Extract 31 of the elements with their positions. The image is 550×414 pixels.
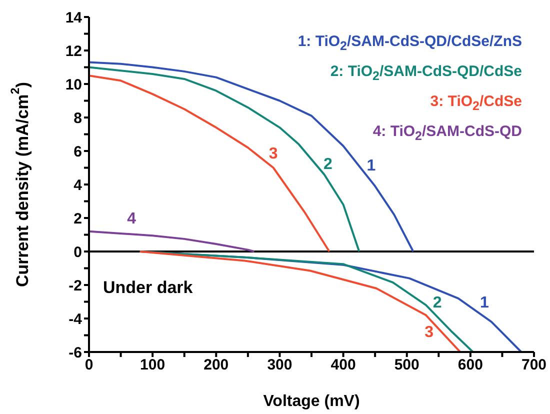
- y-tick-label: -2: [68, 277, 82, 294]
- annotation: 4: [127, 210, 136, 228]
- annotation: 2: [323, 156, 332, 173]
- text: 4: TiO$_{2}$/SAM-CdS-QD: [372, 122, 522, 145]
- y-tick-label: 4: [74, 176, 83, 194]
- x-tick-label: 100: [140, 356, 166, 374]
- x-axis-title: Voltage (mV): [263, 393, 360, 410]
- x-tick-label: 200: [204, 356, 229, 374]
- annotation: Under dark: [103, 278, 193, 298]
- y-tick-label: 14: [65, 9, 83, 26]
- x-tick-label: 700: [521, 356, 547, 374]
- y-tick-label: 0: [74, 244, 82, 261]
- x-tick-label: 300: [267, 356, 292, 374]
- y-tick-label: 8: [74, 110, 82, 127]
- annotation: 3: [424, 324, 434, 341]
- text: 3: TiO$_{2}$/CdSe: [429, 92, 522, 115]
- x-tick-label: 500: [394, 356, 420, 374]
- annotation: 2: [432, 294, 442, 312]
- x-tick-label: 600: [458, 356, 483, 374]
- y-tick-label: 10: [65, 76, 82, 94]
- y-tick-label: 6: [74, 143, 82, 160]
- y-tick-label: -6: [68, 344, 82, 362]
- y-tick-label: 2: [74, 210, 82, 228]
- text: 1: TiO$_{2}$/SAM-CdS-QD/CdSe/ZnS: [298, 32, 522, 55]
- annotation: 1: [480, 294, 489, 312]
- x-tick-label: 400: [330, 356, 356, 374]
- annotation: 3: [268, 145, 278, 162]
- annotation: 1: [366, 158, 376, 175]
- y-tick-label: -4: [68, 310, 83, 328]
- text: 2: TiO$_{2}$/SAM-CdS-QD/CdSe: [329, 62, 522, 85]
- y-tick-label: 12: [65, 42, 82, 60]
